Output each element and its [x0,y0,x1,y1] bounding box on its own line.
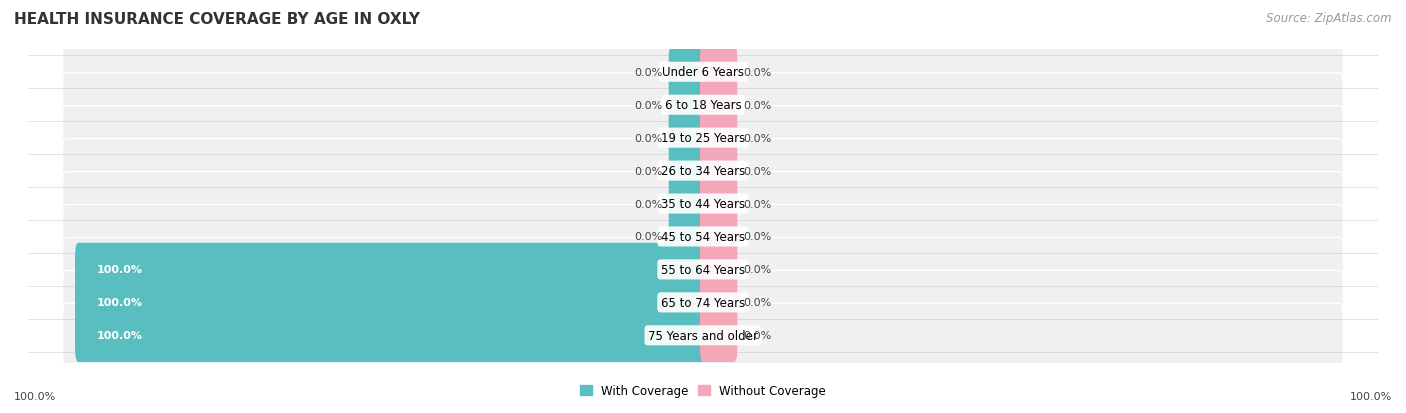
Text: 100.0%: 100.0% [97,330,143,340]
Text: 35 to 44 Years: 35 to 44 Years [661,197,745,211]
Text: 0.0%: 0.0% [744,330,772,340]
FancyBboxPatch shape [62,304,1344,368]
Text: 100.0%: 100.0% [97,265,143,275]
FancyBboxPatch shape [75,309,706,362]
Text: 6 to 18 Years: 6 to 18 Years [665,99,741,112]
Text: 0.0%: 0.0% [744,100,772,110]
Text: 0.0%: 0.0% [744,166,772,176]
Text: 0.0%: 0.0% [634,133,662,143]
FancyBboxPatch shape [700,79,737,132]
Legend: With Coverage, Without Coverage: With Coverage, Without Coverage [575,379,831,401]
FancyBboxPatch shape [669,79,706,132]
FancyBboxPatch shape [62,238,1344,301]
FancyBboxPatch shape [669,145,706,198]
Text: 0.0%: 0.0% [744,265,772,275]
FancyBboxPatch shape [700,112,737,165]
FancyBboxPatch shape [62,172,1344,236]
Text: 0.0%: 0.0% [634,68,662,78]
Text: 0.0%: 0.0% [744,298,772,308]
Text: HEALTH INSURANCE COVERAGE BY AGE IN OXLY: HEALTH INSURANCE COVERAGE BY AGE IN OXLY [14,12,420,27]
Text: 0.0%: 0.0% [744,133,772,143]
FancyBboxPatch shape [669,46,706,99]
FancyBboxPatch shape [700,276,737,329]
Text: 26 to 34 Years: 26 to 34 Years [661,165,745,178]
Text: 0.0%: 0.0% [744,199,772,209]
FancyBboxPatch shape [700,145,737,198]
FancyBboxPatch shape [669,210,706,263]
FancyBboxPatch shape [62,205,1344,269]
FancyBboxPatch shape [62,271,1344,335]
FancyBboxPatch shape [700,178,737,230]
Text: 0.0%: 0.0% [744,68,772,78]
Text: 0.0%: 0.0% [634,166,662,176]
Text: 0.0%: 0.0% [744,232,772,242]
Text: 45 to 54 Years: 45 to 54 Years [661,230,745,243]
Text: 100.0%: 100.0% [1350,391,1392,401]
FancyBboxPatch shape [700,46,737,99]
FancyBboxPatch shape [669,178,706,230]
FancyBboxPatch shape [700,210,737,263]
FancyBboxPatch shape [75,276,706,329]
FancyBboxPatch shape [62,74,1344,137]
Text: 100.0%: 100.0% [97,298,143,308]
Text: 65 to 74 Years: 65 to 74 Years [661,296,745,309]
Text: 0.0%: 0.0% [634,199,662,209]
FancyBboxPatch shape [75,243,706,297]
Text: 0.0%: 0.0% [634,100,662,110]
Text: 0.0%: 0.0% [634,232,662,242]
Text: Under 6 Years: Under 6 Years [662,66,744,79]
Text: Source: ZipAtlas.com: Source: ZipAtlas.com [1267,12,1392,25]
FancyBboxPatch shape [62,107,1344,170]
FancyBboxPatch shape [700,243,737,297]
FancyBboxPatch shape [669,112,706,165]
Text: 75 Years and older: 75 Years and older [648,329,758,342]
FancyBboxPatch shape [62,139,1344,203]
Text: 100.0%: 100.0% [14,391,56,401]
FancyBboxPatch shape [62,41,1344,104]
Text: 19 to 25 Years: 19 to 25 Years [661,132,745,145]
FancyBboxPatch shape [700,309,737,362]
Text: 55 to 64 Years: 55 to 64 Years [661,263,745,276]
